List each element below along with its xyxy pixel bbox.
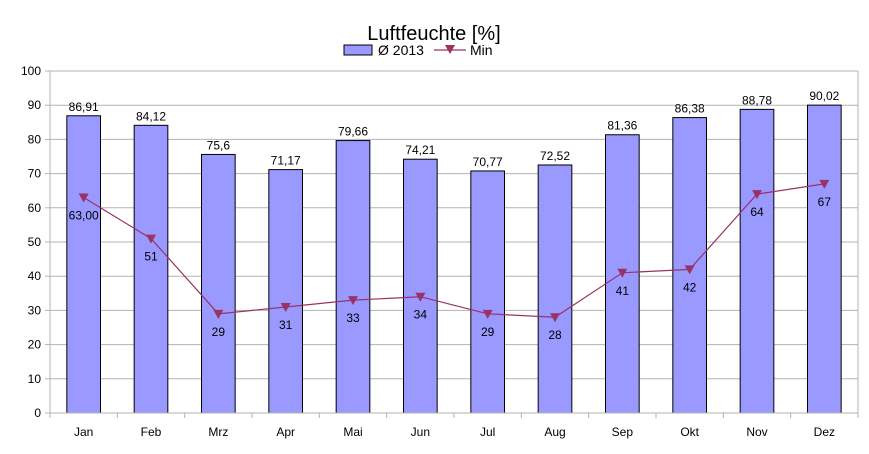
y-tick-label: 100 <box>21 64 41 78</box>
legend-label-avg: Ø 2013 <box>378 42 424 58</box>
min-marker-jul <box>482 309 493 319</box>
min-marker-mrz <box>213 309 224 319</box>
y-axis-ticks: 0 10 20 30 40 50 60 70 80 90 100 <box>21 64 50 420</box>
bar-data-label: 71,17 <box>271 154 301 168</box>
min-data-label: 51 <box>144 250 158 264</box>
min-data-label: 28 <box>548 328 562 342</box>
x-tick-label: Dez <box>814 425 835 439</box>
legend: Ø 2013 Min <box>343 42 493 58</box>
bar-jul <box>470 170 506 414</box>
y-tick-label: 30 <box>28 303 42 317</box>
bar-data-label: 86,38 <box>675 102 705 116</box>
bar-aug <box>537 164 573 414</box>
bar-data-label: 86,91 <box>69 100 99 114</box>
min-data-label: 63,00 <box>69 209 99 223</box>
x-tick-label: Apr <box>276 425 295 439</box>
axes <box>49 71 859 414</box>
bar-data-label: 72,52 <box>540 149 570 163</box>
bar-data-label: 70,77 <box>473 155 503 169</box>
bar-jan <box>66 115 102 414</box>
y-tick-label: 10 <box>28 372 42 386</box>
line-series <box>78 179 830 323</box>
min-marker-aug <box>550 313 560 323</box>
min-marker-mai <box>348 296 358 306</box>
min-marker-jun <box>415 292 426 302</box>
y-tick-label: 60 <box>28 201 42 215</box>
x-tick-label: Jun <box>411 425 430 439</box>
bar-apr <box>268 169 304 414</box>
bar-data-label: 90,02 <box>809 89 839 103</box>
min-marker-okt <box>684 265 695 275</box>
bar-okt <box>672 117 707 414</box>
bar-dez <box>807 104 842 414</box>
min-data-label: 29 <box>212 325 226 339</box>
bar-data-label: 81,36 <box>607 119 637 133</box>
bar-nov <box>739 108 775 414</box>
min-marker-feb <box>146 234 156 244</box>
bar-series <box>66 104 842 414</box>
x-tick-label: Feb <box>141 425 162 439</box>
min-data-label: 42 <box>683 280 697 294</box>
x-tick-label: Jul <box>480 425 495 439</box>
min-marker-nov <box>752 190 762 200</box>
bar-data-label: 88,78 <box>742 93 772 107</box>
x-tick-label: Mrz <box>208 425 228 439</box>
x-tick-label: Jan <box>74 425 93 439</box>
bar-data-labels: 86,91 84,12 75,6 71,17 79,66 74,21 70,77 72,52 8… <box>69 89 840 169</box>
y-tick-label: 70 <box>28 167 42 181</box>
bar-mrz <box>201 153 236 414</box>
gridlines <box>50 70 858 414</box>
min-line <box>83 183 825 318</box>
x-tick-label: Aug <box>544 425 565 439</box>
bar-data-label: 75,6 <box>207 138 231 152</box>
x-axis-ticks: Jan Feb Mrz Apr Mai Jun Jul Aug Sep Okt Nov Dez <box>49 413 859 439</box>
y-tick-label: 40 <box>28 269 42 283</box>
min-data-label: 31 <box>279 318 293 332</box>
x-tick-label: Okt <box>680 425 699 439</box>
x-tick-label: Nov <box>746 425 767 439</box>
bar-data-label: 79,66 <box>338 125 368 139</box>
bar-mai <box>335 140 371 414</box>
min-marker-jan <box>78 193 89 203</box>
x-tick-label: Sep <box>612 425 634 439</box>
legend-marker-min <box>445 45 455 54</box>
y-tick-label: 90 <box>28 98 42 112</box>
min-data-label: 33 <box>346 311 360 325</box>
min-marker-sep <box>617 268 628 278</box>
y-tick-label: 50 <box>28 235 42 249</box>
min-data-label: 64 <box>750 205 764 219</box>
min-data-label: 29 <box>481 325 495 339</box>
bar-feb <box>133 124 169 414</box>
min-data-label: 67 <box>818 195 832 209</box>
y-tick-label: 0 <box>34 406 41 420</box>
chart-title: Luftfeuchte [%] <box>367 23 500 45</box>
bar-data-label: 74,21 <box>405 143 435 157</box>
min-data-label: 41 <box>616 284 630 298</box>
min-marker-apr <box>280 302 291 312</box>
y-tick-label: 20 <box>28 338 42 352</box>
bar-jun <box>403 158 438 414</box>
bar-data-label: 84,12 <box>136 109 166 123</box>
min-marker-dez <box>819 179 830 189</box>
y-tick-label: 80 <box>28 132 42 146</box>
x-tick-label: Mai <box>343 425 362 439</box>
min-data-label: 34 <box>414 308 428 322</box>
line-data-labels: 63,00 51 29 31 33 34 29 28 41 42 64 67 <box>69 195 832 342</box>
legend-label-min: Min <box>470 42 493 58</box>
legend-swatch-avg <box>343 44 373 56</box>
